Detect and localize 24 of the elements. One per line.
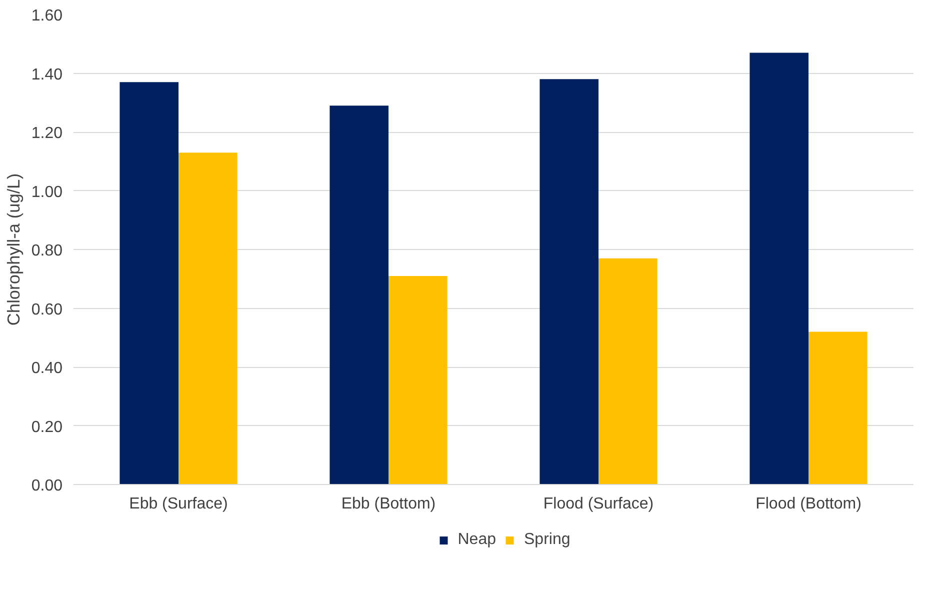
x-tick-label: Ebb (Bottom)	[341, 496, 436, 512]
x-tick-label: Ebb (Surface)	[129, 496, 228, 512]
y-tick-label: 0.00	[31, 478, 63, 494]
y-tick-label: 0.80	[31, 242, 63, 260]
x-tick-label: Flood (Bottom)	[756, 496, 862, 512]
legend-label: Neap	[458, 531, 496, 549]
bar	[120, 82, 178, 484]
y-tick-label: 0.40	[31, 360, 63, 377]
y-axis-title: Chlorophyll-a (ug/L)	[3, 173, 24, 326]
bar	[540, 79, 598, 484]
bar	[178, 152, 238, 484]
y-tick-label: 1.20	[31, 125, 63, 142]
y-tick-label: 1.40	[31, 66, 63, 84]
y-tick-label: 1.60	[31, 8, 63, 24]
bar	[750, 52, 808, 484]
bar	[808, 332, 868, 484]
legend-label: Spring	[524, 531, 570, 549]
bar	[330, 106, 388, 484]
y-tick-label: 0.20	[31, 418, 63, 436]
y-tick-label: 0.60	[31, 301, 63, 318]
x-tick-label: Flood (Surface)	[543, 496, 654, 512]
bar	[598, 258, 658, 484]
y-tick-label: 1.00	[31, 184, 63, 201]
bar	[388, 276, 448, 484]
